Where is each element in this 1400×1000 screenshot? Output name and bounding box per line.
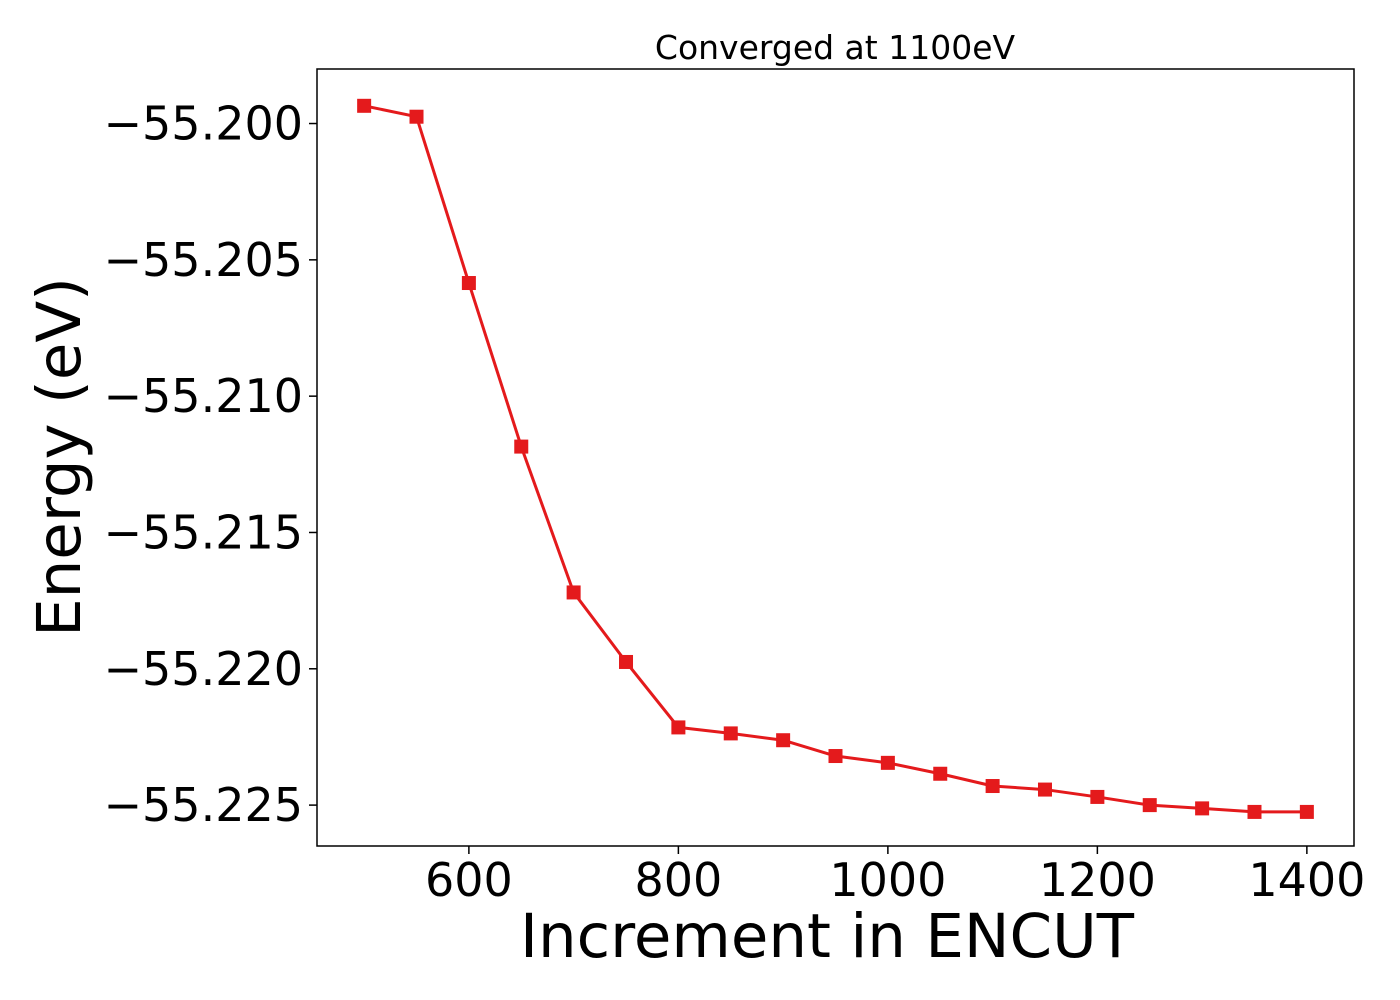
y-axis-title: Energy (eV) xyxy=(24,277,95,637)
data-point-marker xyxy=(1037,782,1052,797)
data-point-marker xyxy=(1299,804,1314,819)
y-tick-label: −55.220 xyxy=(104,642,304,696)
data-point-marker xyxy=(1142,798,1157,813)
data-point-marker xyxy=(514,439,529,454)
y-tick-label: −55.225 xyxy=(104,778,304,832)
data-point-marker xyxy=(566,585,581,600)
data-point-marker xyxy=(619,654,634,669)
y-tick-label: −55.215 xyxy=(104,505,304,559)
data-point-marker xyxy=(1090,789,1105,804)
x-tick-label: 1400 xyxy=(1248,853,1365,907)
data-point-marker xyxy=(723,726,738,741)
data-point-marker xyxy=(933,766,948,781)
x-tick-label: 1000 xyxy=(829,853,946,907)
x-tick-label: 800 xyxy=(634,853,722,907)
data-point-marker xyxy=(357,98,372,113)
x-axis-ticks: 600 800 1000 1200 1400 xyxy=(425,846,1365,907)
chart-title: Converged at 1100eV xyxy=(655,28,1016,67)
data-point-marker xyxy=(828,749,843,764)
y-tick-label: −55.210 xyxy=(104,369,304,423)
y-tick-label: −55.200 xyxy=(104,97,304,151)
y-tick-label: −55.205 xyxy=(104,233,304,287)
data-point-marker xyxy=(776,733,791,748)
data-point-marker xyxy=(880,755,895,770)
data-point-marker xyxy=(461,276,476,291)
data-point-marker xyxy=(1247,804,1262,819)
series-energy xyxy=(357,98,1314,819)
data-point-marker xyxy=(671,720,686,735)
data-point-marker xyxy=(409,109,424,124)
plot-frame xyxy=(316,68,1355,847)
data-point-marker xyxy=(1195,801,1210,816)
x-tick-label: 600 xyxy=(425,853,513,907)
data-point-marker xyxy=(985,779,1000,794)
x-tick-label: 1200 xyxy=(1039,853,1156,907)
x-axis-title: Increment in ENCUT xyxy=(520,901,1135,972)
plot-area: 600 800 1000 1200 1400 −55.200 −55.205 −55.210… xyxy=(104,68,1365,907)
y-axis-ticks: −55.200 −55.205 −55.210 −55.215 −55.220 −55.2… xyxy=(104,97,317,832)
